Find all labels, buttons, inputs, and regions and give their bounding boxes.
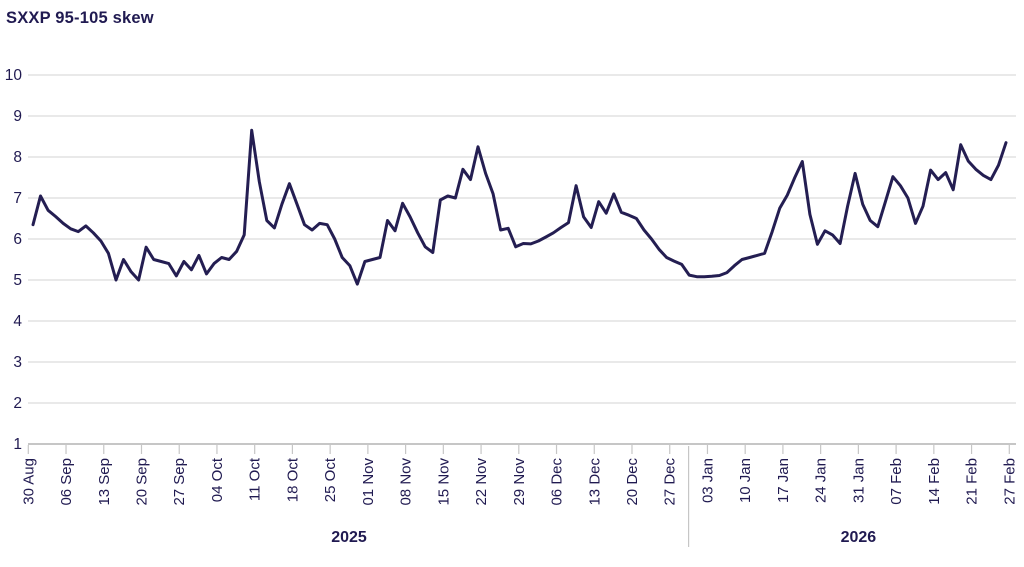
x-axis-label: 01 Nov <box>360 458 377 506</box>
x-axis-label: 18 Oct <box>284 457 301 502</box>
y-axis-label: 3 <box>13 354 22 371</box>
x-axis-label: 13 Sep <box>96 458 113 506</box>
x-axis-label: 03 Jan <box>699 458 716 503</box>
x-axis-label: 27 Dec <box>662 458 679 506</box>
y-axis-label: 10 <box>5 67 23 84</box>
year-label: 2025 <box>331 529 367 546</box>
x-axis-label: 31 Jan <box>850 458 867 503</box>
series-line <box>31 128 1008 286</box>
x-axis-label: 15 Nov <box>435 458 452 506</box>
x-axis-label: 22 Nov <box>473 458 490 506</box>
x-axis-label: 27 Feb <box>1001 458 1018 505</box>
x-axis-label: 25 Oct <box>322 457 339 502</box>
gridlines <box>28 74 1016 445</box>
x-axis-label: 11 Oct <box>247 457 264 501</box>
x-axis-label: 07 Feb <box>888 458 905 505</box>
y-axis-label: 2 <box>13 395 22 412</box>
x-axis-label: 21 Feb <box>964 458 981 505</box>
y-axis-label: 6 <box>13 231 22 248</box>
x-axis-label: 30 Aug <box>20 458 37 505</box>
x-axis-label: 24 Jan <box>813 458 830 503</box>
y-axis-label: 9 <box>13 108 22 125</box>
y-axis-label: 7 <box>13 190 22 207</box>
x-axis-label: 17 Jan <box>775 458 792 503</box>
x-axis-label: 06 Dec <box>549 458 566 506</box>
y-axis-label: 8 <box>13 149 22 166</box>
x-axis-label: 04 Oct <box>209 457 226 502</box>
y-axis-label: 4 <box>13 313 22 330</box>
y-axis-label: 1 <box>13 436 22 453</box>
x-axis-label: 20 Dec <box>624 458 641 506</box>
x-axis: 30 Aug 06 Sep 13 Sep 20 Sep 27 Sep 04 Oct 11 O… <box>20 445 1018 547</box>
year-label: 2026 <box>841 529 877 546</box>
x-axis-label: 29 Nov <box>511 458 528 506</box>
chart-title: SXXP 95-105 skew <box>6 9 154 27</box>
x-axis-label: 27 Sep <box>171 458 188 506</box>
x-axis-label: 06 Sep <box>58 458 75 506</box>
x-axis-label: 10 Jan <box>737 458 754 503</box>
x-axis-label: 14 Feb <box>926 458 943 505</box>
x-axis-label: 13 Dec <box>586 458 603 506</box>
y-axis-labels: 1 2 3 4 5 6 7 8 9 10 <box>5 67 23 453</box>
x-axis-label: 20 Sep <box>133 458 150 506</box>
y-axis-label: 5 <box>13 272 22 289</box>
x-axis-label: 08 Nov <box>398 458 415 506</box>
